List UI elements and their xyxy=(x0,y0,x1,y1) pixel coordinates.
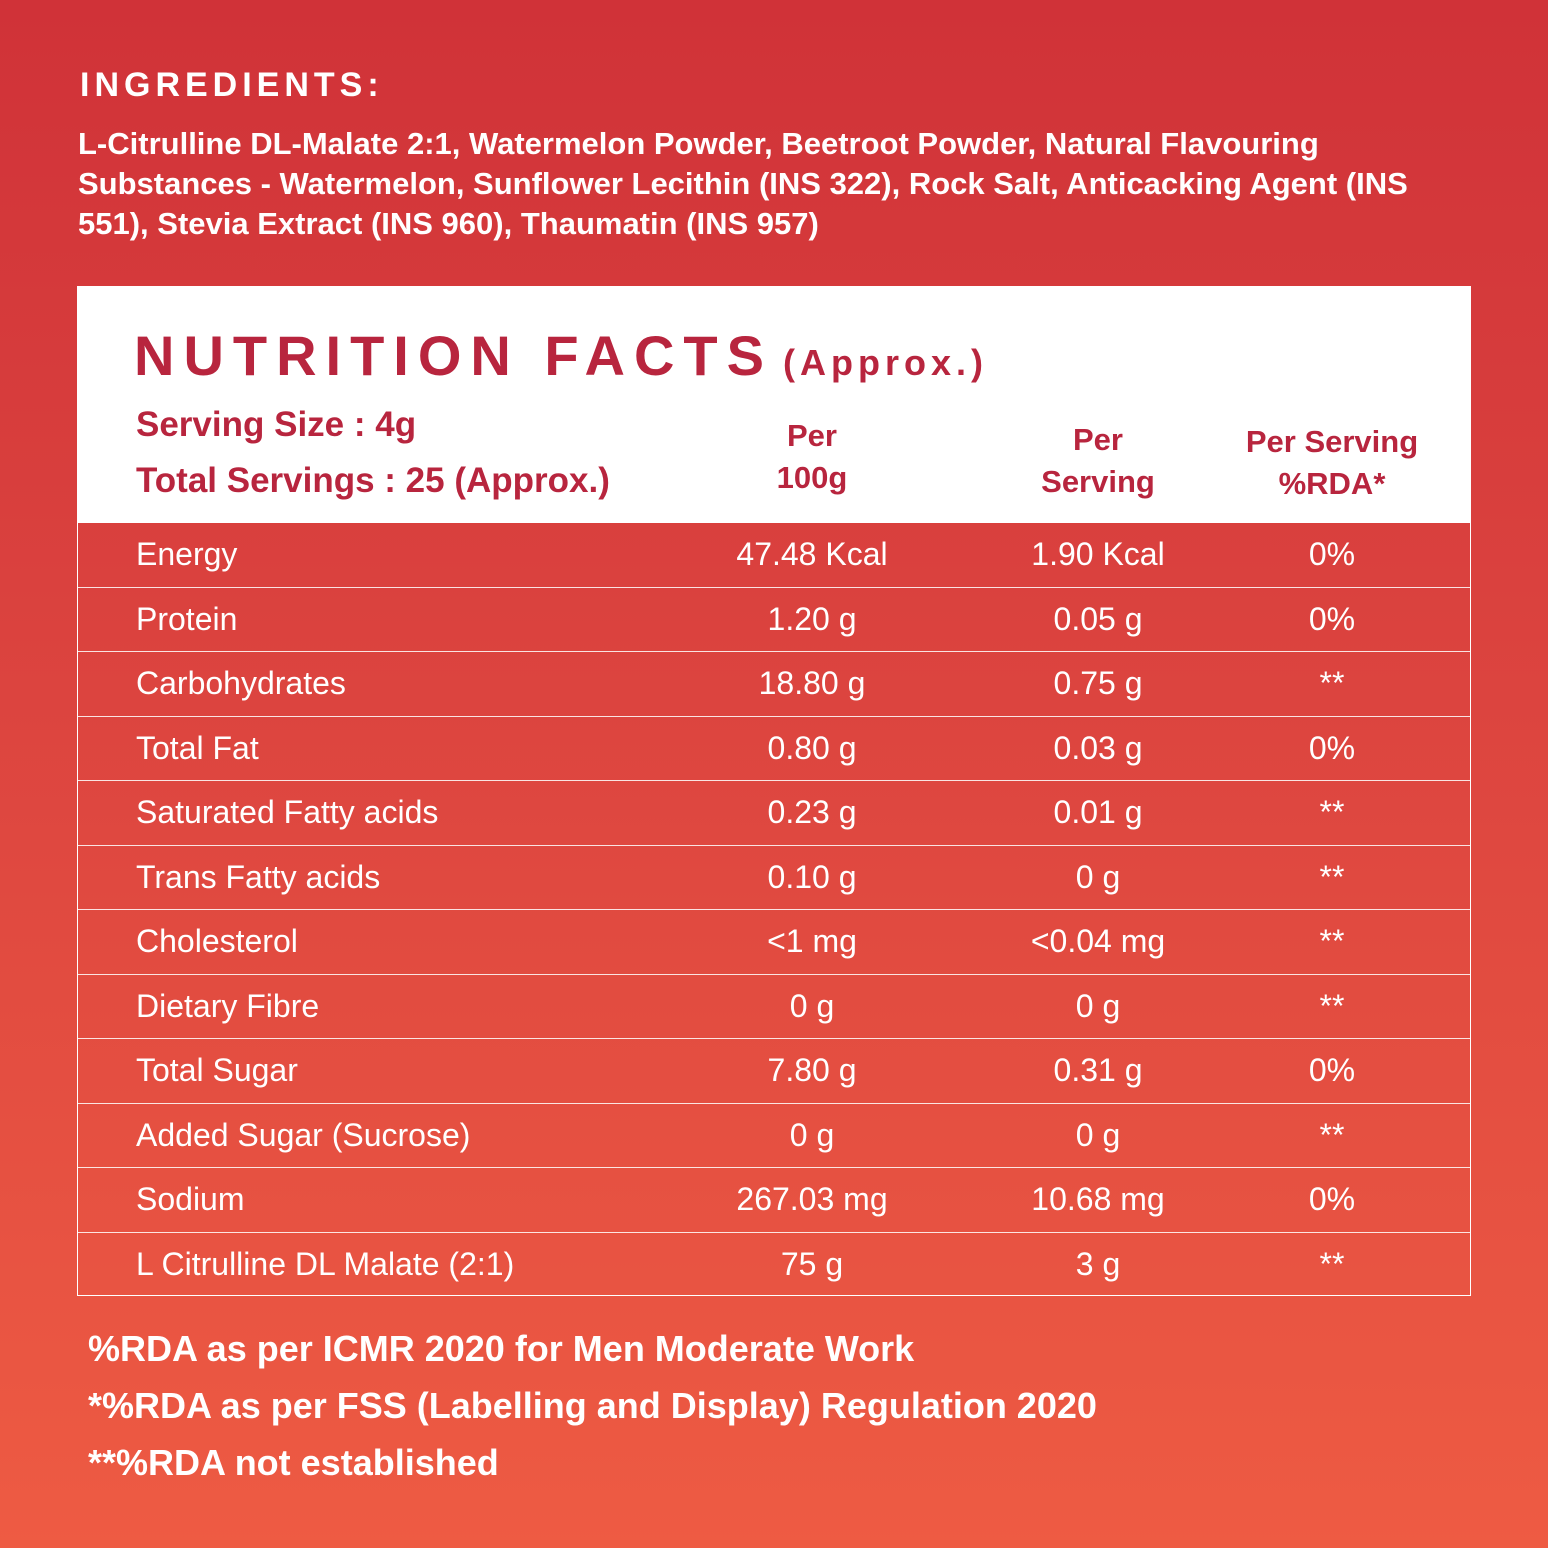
value-per-serving: 0 g xyxy=(1075,1116,1121,1153)
table-row: Saturated Fatty acids 0.23 g 0.01 g ** xyxy=(78,781,1470,846)
value-per-serving: 0.31 g xyxy=(1053,1052,1143,1089)
table-row: Energy 47.48 Kcal 1.90 Kcal 0% xyxy=(78,523,1470,588)
value-per-serving: 10.68 mg xyxy=(1031,1181,1165,1218)
nutrition-title-suffix: (Approx.) xyxy=(782,342,988,383)
value-rda: 0% xyxy=(1308,729,1356,766)
table-row: Protein 1.20 g 0.05 g 0% xyxy=(78,588,1470,652)
column-header-line: Per Serving xyxy=(1245,424,1419,459)
table-row: L Citrulline DL Malate (2:1) 75 g 3 g ** xyxy=(78,1233,1470,1298)
nutrient-name: L Citrulline DL Malate (2:1) xyxy=(136,1246,515,1283)
table-row: Dietary Fibre 0 g 0 g ** xyxy=(78,975,1470,1039)
table-row: Total Fat 0.80 g 0.03 g 0% xyxy=(78,717,1470,781)
nutrient-name: Sodium xyxy=(136,1181,245,1218)
nutrient-name: Carbohydrates xyxy=(136,665,346,702)
table-row: Total Sugar 7.80 g 0.31 g 0% xyxy=(78,1039,1470,1104)
value-rda: ** xyxy=(1319,1246,1345,1283)
value-per-100g: <1 mg xyxy=(767,923,857,960)
table-row: Added Sugar (Sucrose) 0 g 0 g ** xyxy=(78,1104,1470,1168)
nutrition-header: NUTRITION FACTS (Approx.) Serving Size : … xyxy=(78,287,1470,523)
value-per-100g: 0 g xyxy=(789,1116,835,1153)
column-header-per-serving: Per Serving xyxy=(1006,419,1190,503)
value-per-serving: <0.04 mg xyxy=(1030,923,1166,960)
value-per-serving: 0.01 g xyxy=(1053,794,1143,831)
value-per-serving: 0.75 g xyxy=(1053,665,1143,702)
value-rda: 0% xyxy=(1308,536,1356,573)
ingredients-text: L-Citrulline DL-Malate 2:1, Watermelon P… xyxy=(78,126,1408,241)
value-rda: ** xyxy=(1319,987,1345,1024)
value-per-serving: 0.05 g xyxy=(1053,600,1143,637)
value-rda: ** xyxy=(1319,1116,1345,1153)
column-header-line: 100g xyxy=(776,460,848,495)
table-row: Sodium 267.03 mg 10.68 mg 0% xyxy=(78,1168,1470,1233)
value-per-serving: 0 g xyxy=(1075,987,1121,1024)
value-per-100g: 0.23 g xyxy=(767,794,857,831)
total-servings: Total Servings : 25 (Approx.) xyxy=(136,461,610,500)
nutrient-name: Total Sugar xyxy=(136,1052,298,1089)
nutrient-name: Trans Fatty acids xyxy=(136,858,381,895)
value-per-serving: 3 g xyxy=(1075,1246,1121,1283)
nutrient-name: Energy xyxy=(136,536,238,573)
value-rda: ** xyxy=(1319,794,1345,831)
nutrition-table-body: Energy 47.48 Kcal 1.90 Kcal 0% Protein 1… xyxy=(78,523,1470,1297)
nutrition-title-main: NUTRITION FACTS xyxy=(134,324,773,387)
footnote-icmr: %RDA as per ICMR 2020 for Men Moderate W… xyxy=(88,1328,915,1369)
nutrient-name: Dietary Fibre xyxy=(136,987,320,1024)
value-rda: 0% xyxy=(1308,1052,1356,1089)
footnote-not-established: **%RDA not established xyxy=(88,1442,499,1483)
value-per-100g: 47.48 Kcal xyxy=(736,536,888,573)
nutrition-title: NUTRITION FACTS (Approx.) xyxy=(134,323,988,388)
table-row: Carbohydrates 18.80 g 0.75 g ** xyxy=(78,652,1470,717)
column-header-per-100g: Per 100g xyxy=(722,415,902,499)
value-per-100g: 1.20 g xyxy=(767,600,857,637)
nutrient-name: Cholesterol xyxy=(136,923,298,960)
nutrient-name: Saturated Fatty acids xyxy=(136,794,439,831)
value-rda: ** xyxy=(1319,665,1345,702)
column-header-line: Per xyxy=(1073,422,1123,457)
value-per-serving: 1.90 Kcal xyxy=(1031,536,1165,573)
column-header-line: %RDA* xyxy=(1278,466,1386,501)
column-header-line: Per xyxy=(787,418,837,453)
value-per-serving: 0.03 g xyxy=(1053,729,1143,766)
column-header-rda: Per Serving %RDA* xyxy=(1222,421,1442,505)
table-row: Trans Fatty acids 0.10 g 0 g ** xyxy=(78,846,1470,910)
value-per-100g: 7.80 g xyxy=(767,1052,857,1089)
value-per-100g: 18.80 g xyxy=(758,665,866,702)
nutrient-name: Protein xyxy=(136,600,238,637)
value-rda: 0% xyxy=(1308,1181,1356,1218)
value-per-100g: 267.03 mg xyxy=(736,1181,888,1218)
value-rda: ** xyxy=(1319,923,1345,960)
ingredients-title: INGREDIENTS: xyxy=(80,66,384,104)
value-per-100g: 0.80 g xyxy=(767,729,857,766)
nutrient-name: Total Fat xyxy=(136,729,259,766)
serving-size: Serving Size : 4g xyxy=(136,405,417,444)
value-per-serving: 0 g xyxy=(1075,858,1121,895)
value-rda: ** xyxy=(1319,858,1345,895)
value-per-100g: 0.10 g xyxy=(767,858,857,895)
footnote-fss: *%RDA as per FSS (Labelling and Display)… xyxy=(88,1385,1097,1426)
footnotes: %RDA as per ICMR 2020 for Men Moderate W… xyxy=(88,1320,1097,1491)
nutrition-panel: NUTRITION FACTS (Approx.) Serving Size : … xyxy=(77,286,1471,1296)
table-row: Cholesterol <1 mg <0.04 mg ** xyxy=(78,910,1470,975)
nutrient-name: Added Sugar (Sucrose) xyxy=(136,1116,471,1153)
column-header-line: Serving xyxy=(1041,464,1155,499)
value-per-100g: 75 g xyxy=(780,1246,844,1283)
value-per-100g: 0 g xyxy=(789,987,835,1024)
value-rda: 0% xyxy=(1308,600,1356,637)
